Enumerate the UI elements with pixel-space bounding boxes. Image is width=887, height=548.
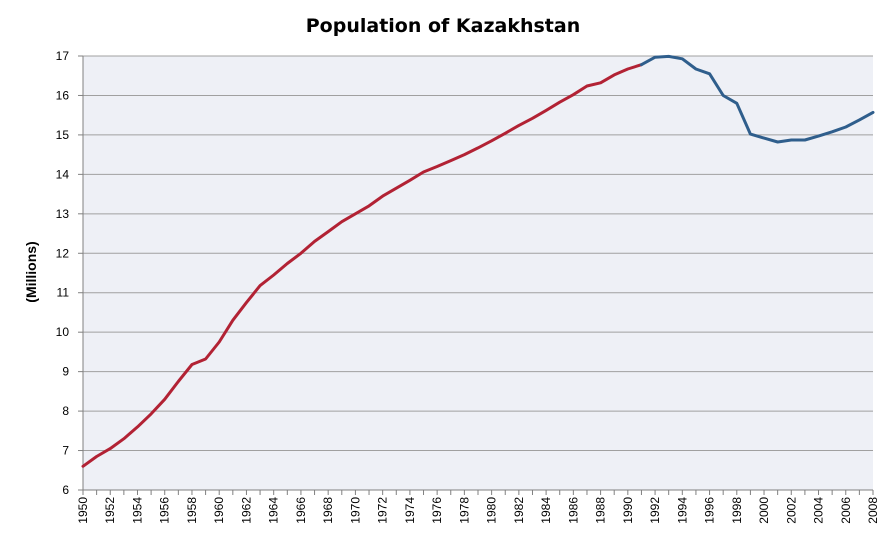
x-tick-label: 1954: [130, 497, 144, 524]
x-tick-label: 1952: [103, 497, 117, 524]
x-tick-label: 1994: [675, 497, 689, 524]
y-tick-label: 9: [62, 365, 69, 379]
x-tick-label: 1972: [376, 497, 390, 524]
x-tick-label: 1964: [267, 497, 281, 524]
x-tick-label: 1992: [648, 497, 662, 524]
x-tick-label: 1988: [594, 497, 608, 524]
x-tick-label: 1986: [566, 497, 580, 524]
x-tick-label: 1960: [212, 497, 226, 524]
x-tick-label: 1968: [321, 497, 335, 524]
plot-area: [83, 56, 873, 490]
x-tick-label: 1990: [621, 497, 635, 524]
x-tick-label: 1958: [185, 497, 199, 524]
gridlines: [83, 55, 873, 452]
x-tick-label: 1978: [457, 497, 471, 524]
y-tick-label: 17: [56, 49, 70, 63]
series-lines: [81, 54, 875, 468]
x-tick-label: 2004: [812, 497, 826, 524]
x-tick-label: 1950: [76, 497, 90, 524]
chart-title: Population of Kazakhstan: [306, 15, 581, 37]
x-tick-label: 1984: [539, 497, 553, 524]
series-line-1: [81, 63, 643, 468]
y-tick-label: 7: [62, 444, 69, 458]
y-tick-label: 13: [56, 207, 70, 221]
y-tick-label: 8: [62, 404, 69, 418]
x-tick-label: 1980: [485, 497, 499, 524]
series-line-2: [639, 54, 875, 144]
x-tick-label: 1962: [239, 497, 253, 524]
y-tick-label: 12: [56, 246, 70, 260]
x-tick-label: 2008: [866, 497, 880, 524]
axes: [78, 55, 874, 495]
y-tick-label: 10: [56, 325, 70, 339]
x-tick-label: 1966: [294, 497, 308, 524]
y-axis-label: (Millions): [23, 241, 39, 302]
x-tick-label: 2006: [839, 497, 853, 524]
x-tick-label: 2002: [784, 497, 798, 524]
x-tick-label: 1982: [512, 497, 526, 524]
x-tick-label: 1956: [158, 497, 172, 524]
y-tick-label: 14: [56, 167, 70, 181]
x-tick-label: 1976: [430, 497, 444, 524]
x-tick-label: 2000: [757, 497, 771, 524]
x-tick-label: 1970: [348, 497, 362, 524]
y-tick-labels: 6 7 8 9 10 11 12 13 14 15 16 17: [56, 49, 70, 497]
y-tick-label: 15: [56, 128, 70, 142]
y-tick-label: 6: [62, 483, 69, 497]
y-tick-label: 16: [56, 88, 70, 102]
x-tick-label: 1974: [403, 497, 417, 524]
x-tick-labels: 1950 1952 1954 1956 1958 1960 1962 1964 1966 1968…: [76, 497, 880, 524]
x-tick-label: 1998: [730, 497, 744, 524]
x-tick-label: 1996: [703, 497, 717, 524]
y-tick-label: 11: [57, 286, 70, 300]
